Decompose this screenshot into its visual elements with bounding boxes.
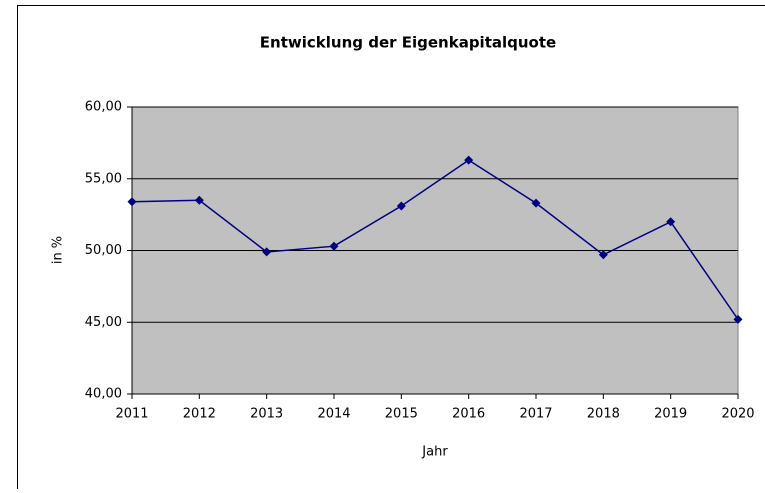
x-tick-label: 2020 (721, 407, 754, 422)
x-tick-label: 2016 (452, 407, 485, 422)
x-tick-label: 2012 (183, 407, 216, 422)
y-tick-label: 60,00 (85, 100, 122, 115)
x-tick-label: 2014 (317, 407, 350, 422)
x-tick-label: 2013 (250, 407, 283, 422)
y-tick-label: 40,00 (85, 387, 122, 402)
x-tick-label: 2011 (115, 407, 148, 422)
chart-title: Entwicklung der Eigenkapitalquote (260, 34, 556, 52)
y-tick-label: 50,00 (85, 243, 122, 258)
y-tick-label: 55,00 (85, 171, 122, 186)
y-tick-label: 45,00 (85, 315, 122, 330)
x-tick-label: 2017 (519, 407, 552, 422)
y-axis-label: in % (51, 236, 66, 264)
x-tick-label: 2018 (587, 407, 620, 422)
x-tick-label: 2019 (654, 407, 687, 422)
x-axis-label: Jahr (421, 445, 448, 460)
x-tick-label: 2015 (385, 407, 418, 422)
